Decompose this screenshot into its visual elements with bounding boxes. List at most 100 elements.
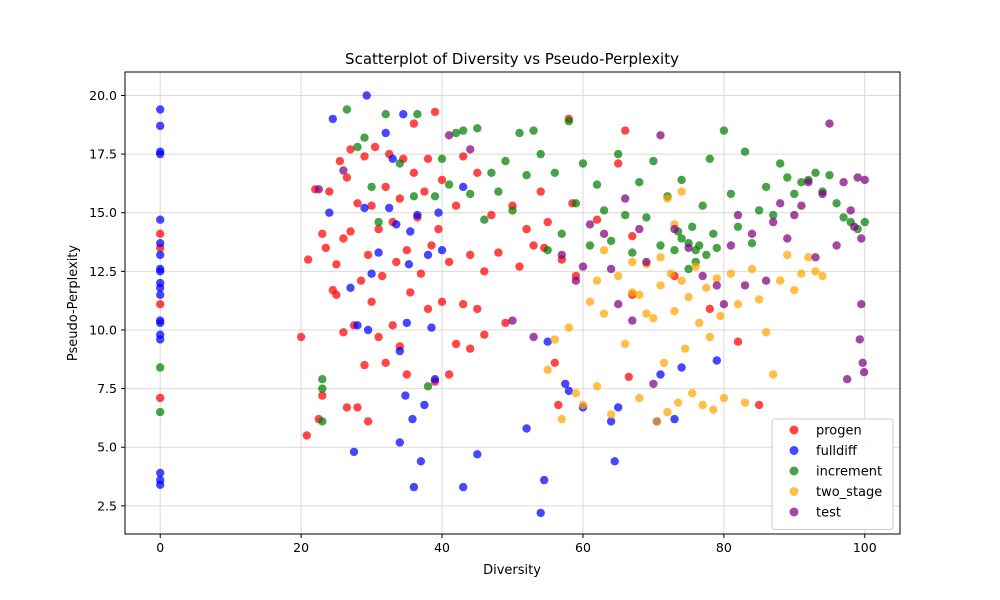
scatter-point xyxy=(726,241,736,250)
scatter-point xyxy=(797,178,806,187)
scatter-point xyxy=(328,114,337,124)
scatter-point xyxy=(385,203,394,213)
scatter-point xyxy=(857,234,866,243)
scatter-point xyxy=(494,248,503,257)
scatter-point xyxy=(783,173,792,182)
scatter-point xyxy=(318,384,327,393)
scatter-point xyxy=(621,210,630,220)
scatter-point xyxy=(156,267,165,276)
scatter-point xyxy=(860,175,869,185)
scatter-point xyxy=(769,370,778,379)
scatter-point xyxy=(628,257,637,267)
scatter-point xyxy=(409,482,419,492)
scatter-point xyxy=(353,199,362,208)
scatter-point xyxy=(754,295,764,304)
scatter-point xyxy=(413,110,422,119)
y-tick-label: 2.5 xyxy=(97,498,117,513)
scatter-point xyxy=(783,250,792,260)
scatter-point xyxy=(698,271,707,281)
scatter-point xyxy=(363,325,373,335)
scatter-point xyxy=(818,189,827,199)
legend-item: test xyxy=(789,506,841,521)
scatter-point xyxy=(719,126,729,135)
scatter-point xyxy=(635,393,644,403)
scatter-point xyxy=(487,168,496,177)
scatter-point xyxy=(381,358,390,367)
scatter-point xyxy=(578,159,588,168)
scatter-point xyxy=(733,337,743,346)
scatter-point xyxy=(437,297,447,306)
scatter-point xyxy=(473,304,482,314)
scatter-point xyxy=(832,199,841,208)
legend-item: increment xyxy=(789,465,882,480)
series-progen xyxy=(156,107,764,440)
scatter-point xyxy=(843,375,852,384)
scatter-point xyxy=(156,393,165,403)
scatter-point xyxy=(339,166,348,175)
scatter-point xyxy=(656,370,665,379)
scatter-point xyxy=(404,260,414,269)
scatter-point xyxy=(712,243,721,253)
scatter-point xyxy=(705,154,714,163)
x-tick-label: 100 xyxy=(853,540,877,555)
scatter-point xyxy=(543,365,552,374)
data-points xyxy=(156,91,869,518)
scatter-point xyxy=(719,393,729,403)
scatter-point xyxy=(508,206,517,215)
scatter-point xyxy=(342,403,352,412)
scatter-point xyxy=(599,206,609,215)
scatter-point xyxy=(399,110,408,119)
scatter-point xyxy=(529,332,538,342)
scatter-point xyxy=(321,243,330,253)
scatter-point xyxy=(156,250,165,260)
scatter-point xyxy=(670,307,679,316)
scatter-point xyxy=(606,236,616,246)
scatter-point xyxy=(698,201,707,210)
scatter-point xyxy=(451,128,461,138)
scatter-point xyxy=(543,217,552,227)
scatter-point xyxy=(656,281,665,290)
scatter-point xyxy=(318,417,327,426)
series-two_stage xyxy=(543,187,827,426)
scatter-point xyxy=(857,300,866,309)
scatter-point xyxy=(430,107,440,117)
scatter-point xyxy=(353,321,362,330)
scatter-point xyxy=(859,368,869,377)
scatter-point xyxy=(769,217,778,227)
scatter-point xyxy=(529,241,538,250)
scatter-point xyxy=(684,264,693,274)
x-tick-label: 20 xyxy=(293,540,309,555)
scatter-point xyxy=(367,201,376,210)
scatter-point xyxy=(325,208,334,217)
scatter-point xyxy=(628,288,637,297)
scatter-point xyxy=(677,175,686,185)
scatter-point xyxy=(561,379,570,389)
scatter-point xyxy=(540,475,549,485)
scatter-point xyxy=(709,229,718,238)
scatter-point xyxy=(698,400,707,410)
scatter-point xyxy=(346,145,355,154)
scatter-point xyxy=(156,363,165,372)
scatter-point xyxy=(363,250,373,260)
scatter-point xyxy=(776,276,785,285)
scatter-point xyxy=(332,260,341,269)
scatter-point xyxy=(606,410,616,419)
scatter-point xyxy=(420,187,429,196)
scatter-point xyxy=(599,309,609,318)
x-tick-label: 80 xyxy=(716,540,732,555)
scatter-point xyxy=(459,482,468,492)
scatter-point xyxy=(388,154,397,163)
scatter-point xyxy=(543,337,552,346)
scatter-point xyxy=(346,283,355,292)
scatter-point xyxy=(673,398,683,407)
scatter-point xyxy=(423,382,433,391)
scatter-point xyxy=(557,229,566,238)
legend-item: progen xyxy=(789,424,862,439)
scatter-point xyxy=(733,222,743,231)
scatter-point xyxy=(733,300,743,309)
scatter-point xyxy=(747,229,757,238)
scatter-point xyxy=(761,276,771,285)
scatter-point xyxy=(719,300,729,309)
